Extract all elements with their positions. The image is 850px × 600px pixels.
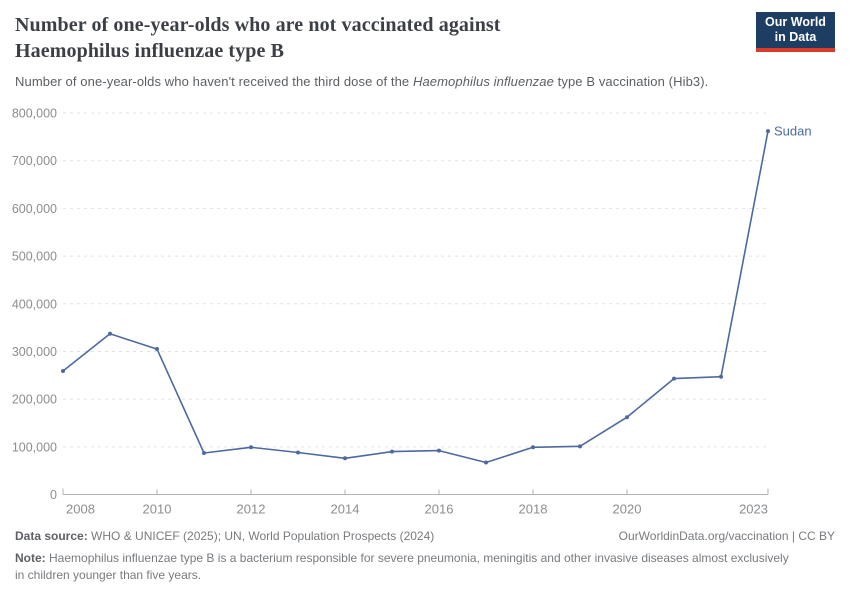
data-point xyxy=(766,129,770,134)
data-point xyxy=(484,460,488,465)
data-point xyxy=(390,449,394,454)
subtitle-italic-text: Haemophilus influenzae xyxy=(412,73,554,89)
line-chart[interactable]: 0 100,000 200,000 300,000 400,000 500,000 600,… xyxy=(0,90,850,530)
y-tick-label: 0 xyxy=(50,488,57,502)
x-tick-label: 2014 xyxy=(331,502,360,517)
data-point xyxy=(61,368,65,373)
x-tick-label: 2012 xyxy=(237,502,266,517)
series-end-label: Sudan xyxy=(774,124,812,139)
data-line xyxy=(62,130,769,464)
subtitle-text-end: type B vaccination (Hib3). xyxy=(553,73,709,89)
page-title: Number of one-year-olds who are not vacc… xyxy=(15,14,501,63)
data-point xyxy=(249,445,253,450)
y-tick-label: 700,000 xyxy=(12,154,57,168)
owid-logo-line2: in Data xyxy=(774,30,817,44)
subtitle-text: Number of one-year-olds who haven't rece… xyxy=(15,73,413,89)
chart-header: Number of one-year-olds who are not vacc… xyxy=(15,12,835,89)
data-point xyxy=(108,331,112,336)
chart-footer: Data source: WHO & UNICEF (2025); UN, Wo… xyxy=(15,529,835,585)
x-tick-label: 2016 xyxy=(425,502,454,517)
chart-note: Note: Haemophilus influenzae type B is a… xyxy=(15,550,797,585)
y-tick-label: 400,000 xyxy=(12,297,57,311)
data-source-label: Data source: xyxy=(15,529,88,543)
x-tick-label: 2010 xyxy=(143,502,172,517)
data-point xyxy=(202,451,206,456)
note-text: Haemophilus influenzae type B is a bacte… xyxy=(15,551,789,583)
x-tick-label: 2008 xyxy=(66,502,95,517)
x-tick-label: 2023 xyxy=(739,502,768,517)
y-tick-label: 800,000 xyxy=(12,107,57,121)
y-tick-label: 100,000 xyxy=(12,440,57,454)
data-point xyxy=(719,374,723,379)
data-point xyxy=(625,415,629,420)
chart-subtitle: Number of one-year-olds who haven't rece… xyxy=(15,74,835,89)
data-point xyxy=(343,456,347,461)
owid-logo-line1: Our World xyxy=(765,15,826,30)
x-tick-label: 2018 xyxy=(519,502,548,517)
x-tick-label: 2020 xyxy=(613,502,642,517)
y-tick-label: 600,000 xyxy=(12,202,57,216)
y-tick-label: 300,000 xyxy=(12,345,57,359)
plot-area[interactable]: 0 100,000 200,000 300,000 400,000 500,000 600,… xyxy=(0,90,850,530)
data-point xyxy=(531,445,535,450)
data-point xyxy=(578,444,582,449)
data-source: Data source: WHO & UNICEF (2025); UN, Wo… xyxy=(15,529,434,543)
owid-logo[interactable]: Our World in Data xyxy=(756,12,835,52)
data-point xyxy=(437,448,441,453)
attribution-link[interactable]: OurWorldinData.org/vaccination | CC BY xyxy=(618,529,835,543)
data-point xyxy=(672,376,676,381)
y-tick-label: 500,000 xyxy=(12,250,57,264)
data-point xyxy=(296,450,300,455)
note-label: Note: xyxy=(15,551,46,565)
y-tick-label: 200,000 xyxy=(12,393,57,407)
data-source-text: WHO & UNICEF (2025); UN, World Populatio… xyxy=(87,529,435,543)
data-point xyxy=(155,347,159,352)
